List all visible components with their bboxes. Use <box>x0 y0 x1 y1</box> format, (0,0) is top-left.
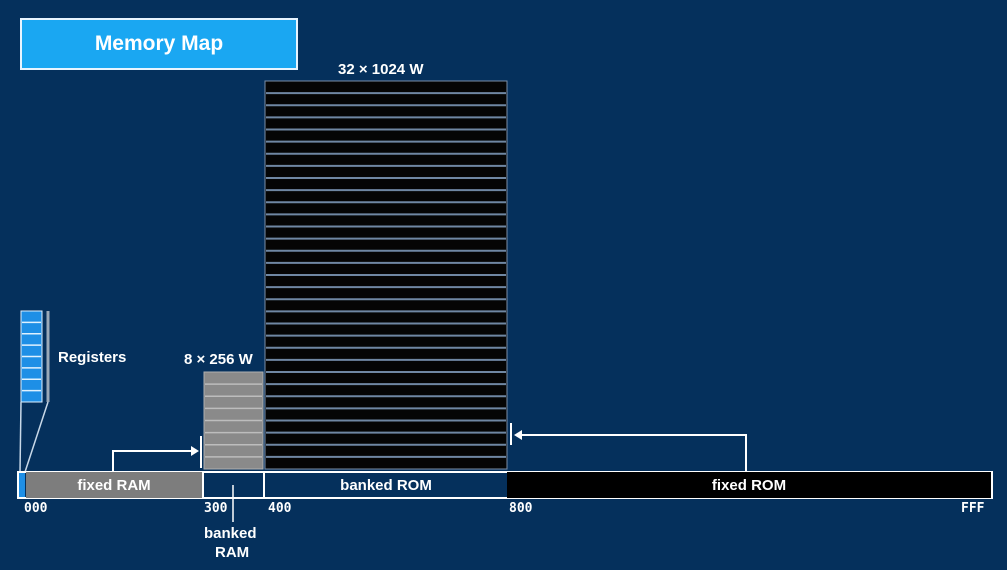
fixed-rom-arrow <box>510 423 747 472</box>
memory-map-title: Memory Map <box>20 18 298 70</box>
banked-ram-stack <box>203 371 264 470</box>
address-800: 800 <box>509 501 533 516</box>
address-300: 300 <box>204 501 228 516</box>
rom-bank-size-label: 32 × 1024 W <box>338 61 424 78</box>
fixed-ram-segment: fixed RAM <box>26 472 202 498</box>
banked-ram-segment <box>202 472 265 498</box>
fixed-ram-arrow <box>112 436 202 472</box>
register-segment <box>19 473 25 497</box>
ram-bank-size-label: 8 × 256 W <box>184 351 253 368</box>
address-000: 000 <box>24 501 48 516</box>
banked-ram-caption-line1: banked <box>204 525 257 542</box>
fixed-rom-segment: fixed ROM <box>507 472 991 498</box>
registers-stack <box>19 310 50 473</box>
banked-ram-caption-line2: RAM <box>215 544 250 561</box>
banked-rom-stack <box>264 80 508 470</box>
address-400: 400 <box>268 501 292 516</box>
address-fff: FFF <box>961 501 985 516</box>
registers-label: Registers <box>58 349 127 366</box>
banked-rom-segment: banked ROM <box>340 476 432 494</box>
address-bar-outline <box>17 471 993 499</box>
